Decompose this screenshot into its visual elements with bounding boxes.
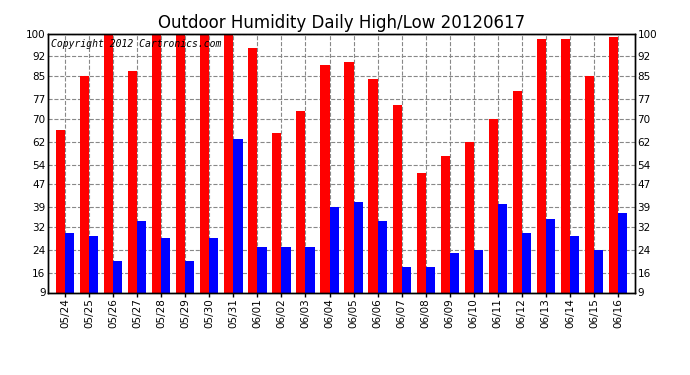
Bar (282, 247, 290, 318)
Bar (224, 34, 233, 318)
Bar (176, 34, 186, 318)
Bar (474, 250, 483, 318)
Bar (306, 247, 315, 318)
Bar (200, 34, 209, 318)
Bar (89, 236, 98, 318)
Bar (297, 111, 306, 318)
Bar (537, 39, 546, 318)
Bar (257, 247, 266, 318)
Bar (80, 76, 89, 318)
Bar (570, 236, 579, 318)
Bar (233, 139, 242, 318)
Bar (585, 76, 594, 318)
Bar (113, 261, 122, 318)
Bar (248, 48, 257, 318)
Bar (273, 133, 282, 318)
Bar (402, 267, 411, 318)
Bar (320, 65, 330, 318)
Bar (417, 173, 426, 318)
Bar (441, 156, 450, 318)
Bar (618, 213, 627, 318)
Bar (353, 201, 363, 318)
Bar (464, 142, 474, 318)
Bar (128, 71, 137, 318)
Bar (522, 233, 531, 318)
Bar (489, 119, 497, 318)
Bar (368, 79, 377, 318)
Bar (344, 62, 353, 318)
Bar (161, 238, 170, 318)
Bar (137, 221, 146, 318)
Bar (209, 238, 219, 318)
Bar (104, 34, 113, 318)
Bar (65, 233, 75, 318)
Bar (594, 250, 603, 318)
Bar (426, 267, 435, 318)
Bar (561, 39, 570, 318)
Bar (546, 219, 555, 318)
Bar (450, 253, 459, 318)
Bar (56, 130, 65, 318)
Bar (497, 204, 507, 318)
Title: Outdoor Humidity Daily High/Low 20120617: Outdoor Humidity Daily High/Low 20120617 (158, 14, 525, 32)
Bar (393, 105, 402, 318)
Text: Copyright 2012 Cartronics.com: Copyright 2012 Cartronics.com (51, 39, 221, 49)
Bar (377, 221, 386, 318)
Bar (152, 34, 161, 318)
Bar (513, 91, 522, 318)
Bar (609, 37, 618, 318)
Bar (186, 261, 195, 318)
Bar (330, 207, 339, 318)
